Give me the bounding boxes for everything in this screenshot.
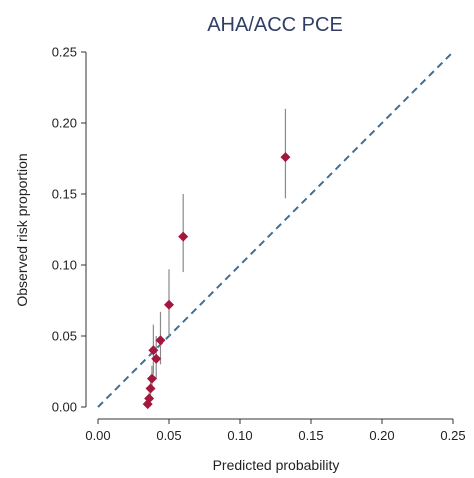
y-axis-label: Observed risk proportion xyxy=(14,153,30,306)
chart-title: AHA/ACC PCE xyxy=(207,14,343,36)
y-tick-label: 0.00 xyxy=(52,400,77,415)
y-tick-label: 0.25 xyxy=(52,45,77,60)
data-point xyxy=(151,353,162,364)
x-tick-label: 0.10 xyxy=(227,428,252,443)
data-point xyxy=(145,383,156,394)
data-point xyxy=(155,335,166,346)
data-point xyxy=(280,152,291,163)
x-tick-label: 0.00 xyxy=(85,428,110,443)
y-tick-label: 0.05 xyxy=(52,329,77,344)
data-point xyxy=(146,373,157,384)
data-point xyxy=(178,231,189,242)
plot-area: 0.00 0.05 0.10 0.15 0.20 0.25 0.00 0.05 0.10 0.15… xyxy=(52,45,466,444)
y-tick-label: 0.20 xyxy=(52,116,77,131)
x-axis-label: Predicted probability xyxy=(213,457,340,473)
data-point xyxy=(164,299,174,310)
x-tick-label: 0.05 xyxy=(156,428,181,443)
y-tick-label: 0.10 xyxy=(52,258,77,273)
data-point xyxy=(144,393,155,404)
y-tick-label: 0.15 xyxy=(52,187,77,202)
reference-line xyxy=(97,51,454,408)
x-tick-label: 0.25 xyxy=(440,428,465,443)
data-point xyxy=(148,345,159,356)
x-tick-label: 0.15 xyxy=(298,428,323,443)
x-tick-label: 0.20 xyxy=(369,428,394,443)
